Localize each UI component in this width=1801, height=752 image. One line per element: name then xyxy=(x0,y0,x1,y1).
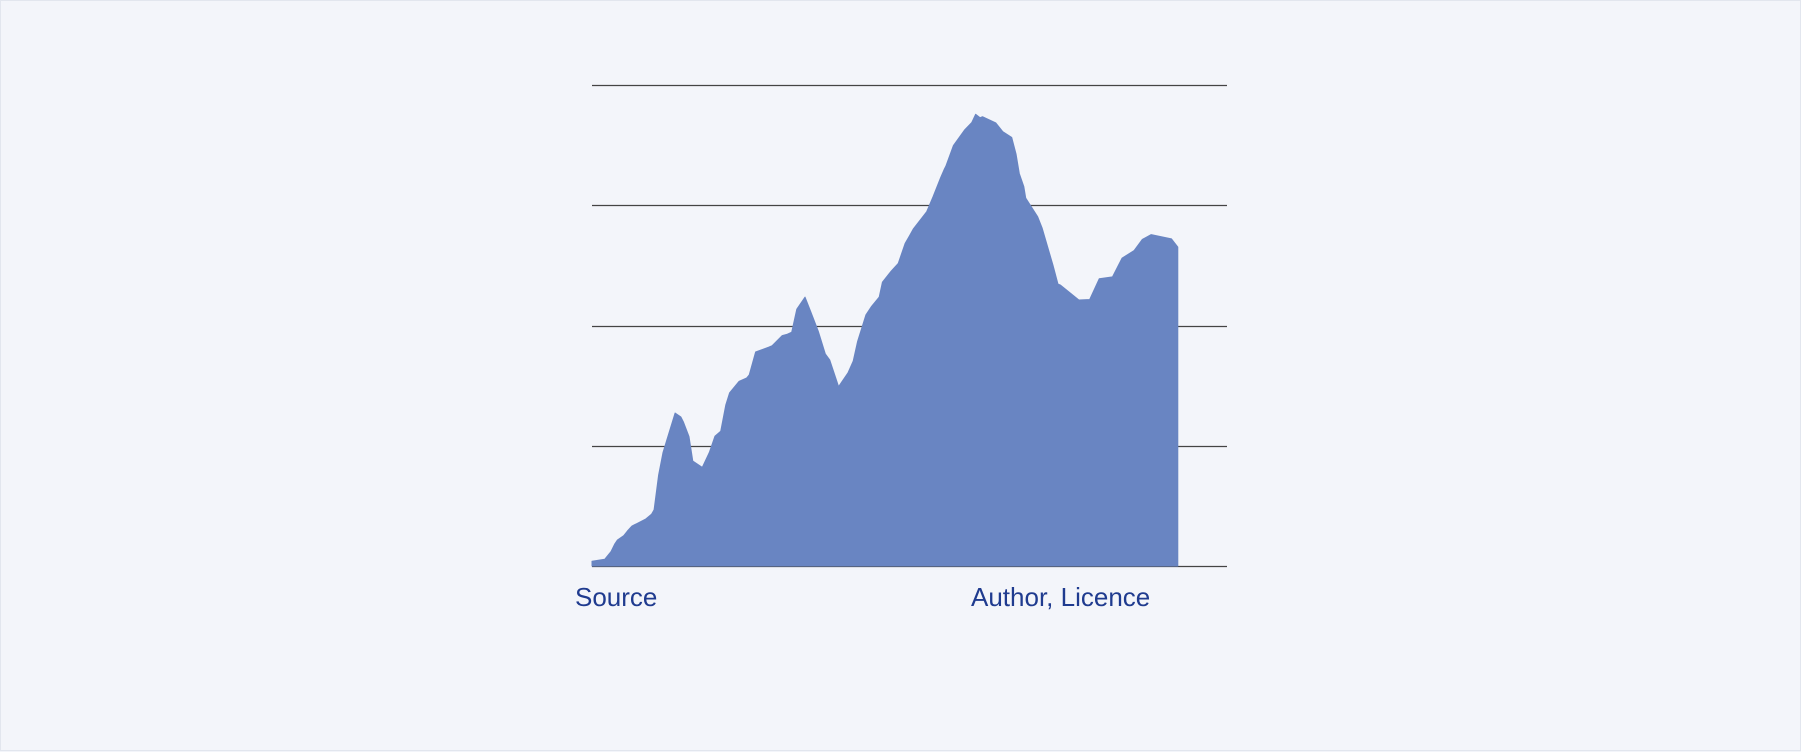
source-link[interactable]: Source xyxy=(575,582,658,612)
author-licence-link[interactable]: Author, Licence xyxy=(971,582,1151,612)
area-layer xyxy=(591,113,1179,567)
area-series-0 xyxy=(591,113,1179,567)
